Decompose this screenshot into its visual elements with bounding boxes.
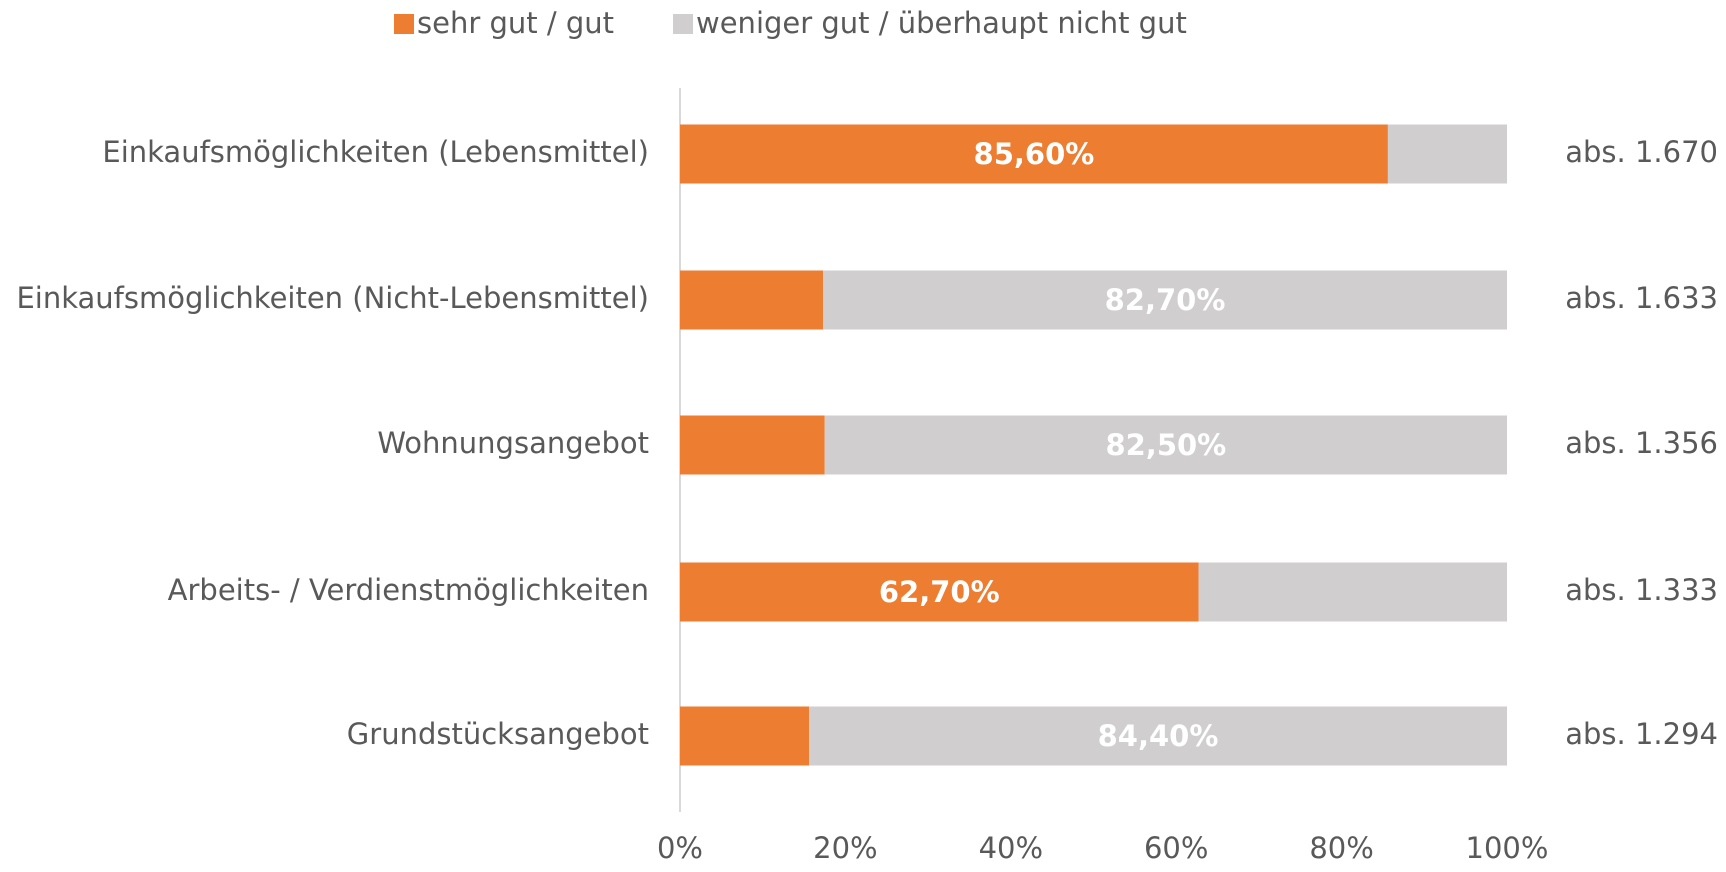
legend-label: sehr gut / gut — [417, 6, 614, 40]
value-label: 82,70% — [1105, 283, 1226, 317]
x-tick-label: 0% — [657, 831, 703, 865]
category-label: Wohnungsangebot — [377, 426, 649, 460]
bar-segment — [680, 706, 810, 766]
bar-segment — [680, 562, 1199, 622]
bar-segment — [680, 124, 1388, 184]
value-label: 62,70% — [879, 575, 1000, 609]
bar-segment — [680, 270, 824, 330]
legend-label: weniger gut / überhaupt nicht gut — [696, 6, 1187, 40]
annotation: abs. 1.294 — [1565, 717, 1718, 751]
bar-segment — [824, 415, 1507, 475]
category-label: Grundstücksangebot — [347, 717, 649, 751]
x-tick-label: 60% — [1144, 831, 1208, 865]
x-tick-label: 20% — [813, 831, 877, 865]
bar-segment — [1198, 562, 1507, 622]
legend-swatch — [673, 14, 693, 34]
category-label: Arbeits- / Verdienstmöglichkeiten — [168, 573, 649, 607]
annotation: abs. 1.670 — [1565, 135, 1718, 169]
bar-segment — [1387, 124, 1507, 184]
bar-segment — [823, 270, 1507, 330]
legend-swatch — [394, 14, 414, 34]
value-label: 82,50% — [1105, 428, 1226, 462]
value-label: 84,40% — [1098, 719, 1219, 753]
annotation: abs. 1.356 — [1565, 426, 1718, 460]
x-tick-label: 40% — [979, 831, 1043, 865]
category-label: Einkaufsmöglichkeiten (Lebensmittel) — [102, 135, 649, 169]
annotation: abs. 1.633 — [1565, 281, 1718, 315]
bar-segment — [809, 706, 1507, 766]
annotation: abs. 1.333 — [1565, 573, 1718, 607]
x-tick-label: 80% — [1309, 831, 1373, 865]
x-tick-label: 100% — [1466, 831, 1549, 865]
category-label: Einkaufsmöglichkeiten (Nicht-Lebensmitte… — [16, 281, 649, 315]
bar-segment — [680, 415, 825, 475]
value-label: 85,60% — [974, 137, 1095, 171]
